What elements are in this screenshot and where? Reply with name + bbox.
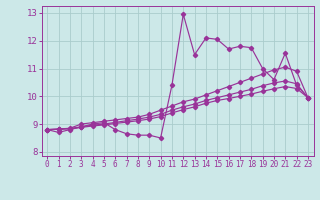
Text: Windchill (Refroidissement éolien,°C): Windchill (Refroidissement éolien,°C) (68, 182, 252, 191)
